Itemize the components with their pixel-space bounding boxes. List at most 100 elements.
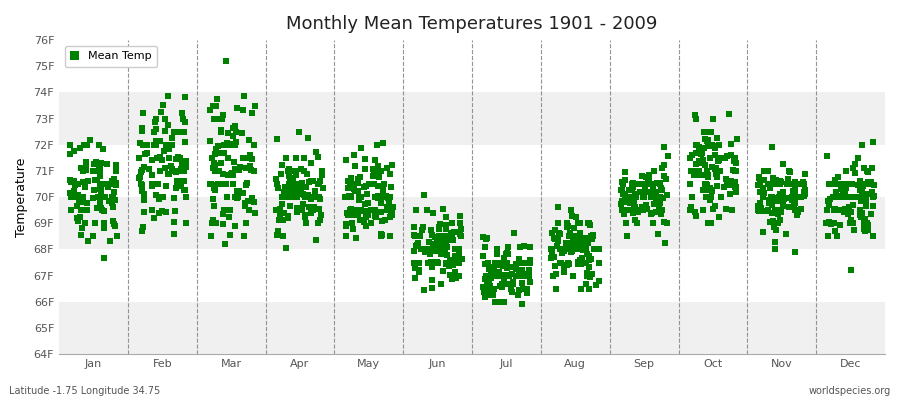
Point — [781, 194, 796, 201]
Point — [441, 237, 455, 243]
Point — [688, 172, 702, 178]
Point — [147, 128, 161, 135]
Point — [179, 164, 194, 170]
Point — [853, 182, 868, 189]
Point — [453, 231, 467, 237]
Point — [228, 222, 242, 229]
Point — [339, 210, 354, 216]
Point — [63, 179, 77, 186]
Point — [425, 285, 439, 291]
Point — [643, 181, 657, 187]
Point — [688, 150, 703, 156]
Point — [552, 230, 566, 236]
Point — [287, 168, 302, 174]
Point — [105, 217, 120, 224]
Point — [178, 220, 193, 226]
Point — [208, 161, 222, 168]
Point — [344, 174, 358, 181]
Point — [375, 218, 390, 224]
Point — [289, 172, 303, 178]
Point — [238, 164, 253, 171]
Point — [572, 241, 587, 248]
Point — [368, 157, 382, 163]
Point — [439, 226, 454, 232]
Point — [230, 188, 245, 195]
Point — [697, 128, 711, 135]
Point — [300, 171, 314, 177]
Point — [519, 286, 534, 292]
Point — [520, 286, 535, 292]
Point — [704, 220, 718, 226]
Point — [232, 188, 247, 194]
Point — [701, 143, 716, 150]
Point — [437, 246, 452, 253]
Point — [712, 168, 726, 174]
Point — [765, 181, 779, 187]
Point — [436, 268, 450, 274]
Point — [796, 178, 810, 185]
Point — [822, 202, 836, 208]
Point — [90, 204, 104, 211]
Point — [866, 202, 880, 209]
Point — [67, 194, 81, 200]
Point — [688, 116, 703, 122]
Point — [760, 168, 775, 174]
Point — [706, 186, 720, 193]
Point — [853, 187, 868, 193]
Point — [655, 164, 670, 171]
Point — [767, 194, 781, 201]
Point — [312, 206, 327, 212]
Point — [569, 237, 583, 244]
Point — [297, 213, 311, 220]
Point — [303, 196, 318, 203]
Point — [621, 207, 635, 214]
Point — [297, 168, 311, 174]
Point — [631, 209, 645, 215]
Point — [78, 167, 93, 173]
Point — [292, 128, 307, 135]
Point — [248, 102, 262, 109]
Point — [170, 181, 184, 187]
Point — [730, 136, 744, 142]
Point — [496, 263, 510, 270]
Point — [430, 246, 445, 253]
Point — [177, 94, 192, 100]
Point — [274, 171, 288, 178]
Point — [478, 294, 492, 301]
Point — [377, 181, 392, 187]
Point — [206, 102, 220, 109]
Point — [283, 181, 297, 187]
Point — [176, 128, 191, 135]
Point — [356, 208, 370, 215]
Point — [371, 193, 385, 199]
Point — [237, 233, 251, 239]
Point — [866, 233, 880, 240]
Point — [230, 105, 244, 112]
Point — [86, 168, 101, 174]
Point — [572, 220, 587, 226]
Point — [523, 259, 537, 266]
Point — [269, 176, 284, 182]
Point — [683, 181, 698, 187]
Point — [374, 168, 389, 174]
Point — [698, 162, 713, 168]
Point — [683, 204, 698, 210]
Point — [368, 194, 382, 200]
Point — [622, 187, 636, 193]
Point — [513, 244, 527, 250]
Point — [270, 181, 284, 187]
Point — [155, 208, 169, 214]
Point — [821, 198, 835, 204]
Point — [421, 259, 436, 266]
Point — [502, 272, 517, 279]
Point — [645, 194, 660, 200]
Point — [425, 232, 439, 238]
Point — [728, 184, 742, 190]
Point — [635, 194, 650, 200]
Point — [137, 191, 151, 197]
Title: Monthly Mean Temperatures 1901 - 2009: Monthly Mean Temperatures 1901 - 2009 — [286, 15, 658, 33]
Point — [371, 183, 385, 190]
Point — [338, 223, 353, 229]
Point — [147, 142, 161, 148]
Point — [619, 233, 634, 240]
